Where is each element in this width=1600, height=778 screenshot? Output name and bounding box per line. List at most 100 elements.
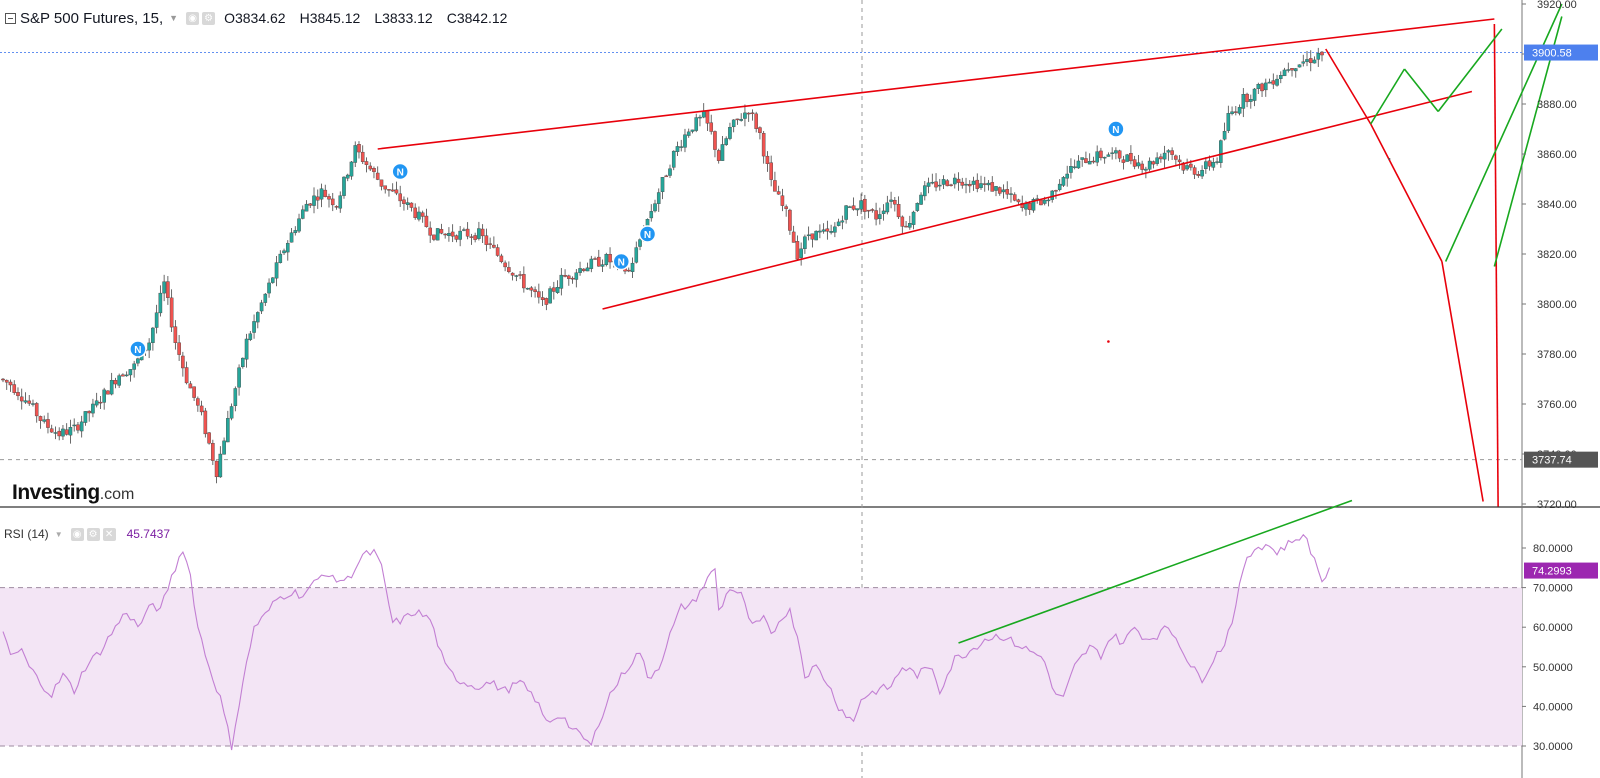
projection-up-line[interactable] (1370, 68, 1406, 125)
gear-icon[interactable]: ⚙ (202, 11, 216, 25)
candle-body (447, 233, 451, 236)
projection-down-line[interactable] (1325, 48, 1372, 125)
candle (222, 437, 226, 455)
candle-body (1189, 163, 1193, 168)
candle (593, 256, 597, 260)
candle-body (926, 182, 931, 187)
candle (825, 220, 830, 240)
candle (941, 175, 946, 189)
news-marker-badge[interactable] (129, 340, 147, 358)
news-marker[interactable]: N (638, 225, 657, 243)
candle-body (1207, 160, 1212, 167)
candle-body (563, 275, 567, 277)
candle-body (248, 333, 253, 340)
rsi-title[interactable]: RSI (14) (4, 527, 49, 541)
candle (1204, 157, 1208, 174)
candle (720, 135, 725, 161)
candle-body (211, 443, 215, 461)
candle (761, 130, 766, 164)
candle-body (278, 253, 283, 263)
candle-body (836, 221, 841, 226)
gear-icon[interactable]: ⚙ (86, 527, 100, 541)
chevron-down-icon[interactable]: ▼ (169, 13, 179, 23)
candle (578, 261, 582, 276)
news-marker-badge[interactable] (1107, 120, 1125, 138)
projection-down-line[interactable] (1370, 123, 1443, 262)
news-marker[interactable]: N (1107, 120, 1125, 138)
wedge-lower-trendline[interactable] (602, 90, 1473, 310)
candle (994, 186, 998, 197)
low-label: L (374, 10, 383, 26)
news-marker[interactable]: N (129, 340, 147, 358)
candle (986, 180, 991, 191)
candle (12, 380, 17, 395)
candle-body (1204, 161, 1208, 169)
projection-down-line[interactable] (1441, 261, 1484, 502)
candle (690, 129, 695, 134)
news-marker[interactable]: N (612, 252, 631, 271)
projection-vertical-line[interactable] (1493, 23, 1499, 507)
close-icon[interactable]: ✕ (102, 527, 116, 541)
candle (207, 431, 211, 445)
candle-body (181, 355, 185, 369)
projection-up-line[interactable] (1403, 68, 1439, 112)
news-marker-badge[interactable] (612, 252, 631, 271)
news-marker[interactable]: N (391, 162, 409, 181)
candle (23, 392, 28, 404)
news-marker-badge[interactable] (638, 225, 657, 243)
candle-body (256, 312, 260, 323)
candle-body (315, 196, 320, 201)
candle-body (578, 268, 582, 273)
candle-body (1102, 156, 1107, 159)
candle-body (188, 383, 193, 389)
candle (312, 187, 316, 214)
projection-up-line[interactable] (1444, 3, 1563, 262)
candle (420, 210, 425, 223)
candle (154, 304, 159, 334)
candle (799, 242, 803, 266)
candle (1084, 151, 1088, 164)
candle (61, 424, 65, 440)
eye-icon[interactable]: ◉ (186, 11, 200, 25)
price-tick-label: 3780.00 (1537, 349, 1577, 361)
candle (1065, 165, 1069, 187)
news-markers[interactable]: N N N N N (129, 120, 1125, 358)
candle-body (477, 228, 481, 239)
candle (784, 204, 788, 217)
collapse-icon[interactable] (5, 12, 16, 24)
open-value: 3834.62 (234, 10, 286, 26)
projection-up-line[interactable] (1437, 28, 1503, 112)
candle (960, 177, 965, 189)
candle-body (904, 225, 908, 228)
news-marker-badge[interactable] (391, 162, 409, 181)
wedge-upper-trendline[interactable] (377, 18, 1495, 150)
candle (949, 183, 953, 187)
candle (345, 173, 350, 182)
candle-body (814, 230, 818, 241)
candle (814, 230, 818, 241)
candle-body (16, 392, 20, 397)
candle (162, 274, 166, 302)
candle-body (357, 144, 361, 153)
candle-body (372, 168, 376, 173)
candle (746, 112, 751, 122)
candle-body (1263, 82, 1268, 91)
candle-body (529, 287, 534, 291)
rsi-divergence-line[interactable] (958, 499, 1353, 644)
candle (731, 119, 736, 133)
trend-drawings[interactable] (377, 3, 1563, 644)
price-axis[interactable]: 3720.003740.003760.003780.003800.003820.… (1522, 0, 1598, 753)
candle (735, 118, 740, 125)
candle (166, 276, 170, 305)
candle-body (1252, 88, 1257, 101)
candle (1316, 47, 1321, 67)
candle-body (432, 234, 436, 240)
candle (383, 185, 388, 194)
eye-icon[interactable]: ◉ (70, 527, 84, 541)
candle-body (34, 403, 39, 417)
symbol-title[interactable]: S&P 500 Futures, 15, (20, 9, 164, 27)
news-marker-label: N (618, 258, 625, 269)
candle (997, 186, 1002, 196)
chevron-down-icon[interactable]: ▼ (54, 529, 63, 539)
